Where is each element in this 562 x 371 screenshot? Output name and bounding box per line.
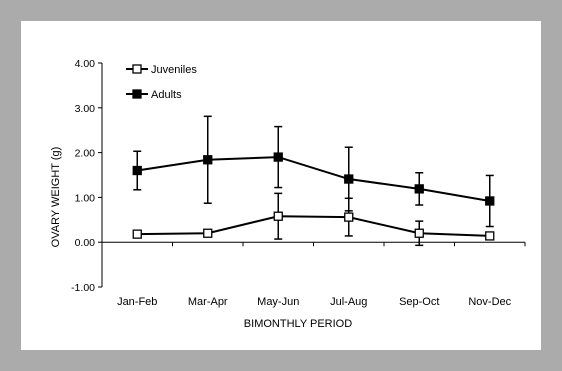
legend-marker xyxy=(132,89,142,99)
series-adults xyxy=(132,115,495,228)
series-line xyxy=(137,215,490,237)
data-point xyxy=(344,212,354,222)
y-tick-label: 2.00 xyxy=(75,148,96,160)
y-ticks: -1.00 0.00 1.00 2.00 3.00 4.00 xyxy=(71,58,102,294)
x-ticks: Jan-Feb Mar-Apr May-Jun Jul-Aug Sep-Oct Nov-D… xyxy=(101,242,526,308)
legend-label: Adults xyxy=(151,89,182,101)
x-tick-label: Sep-Oct xyxy=(399,296,439,308)
data-point xyxy=(273,152,283,162)
x-tick-label: Mar-Apr xyxy=(188,296,228,308)
x-tick-label: Jul-Aug xyxy=(330,296,367,308)
data-point xyxy=(485,196,495,206)
series-juveniles xyxy=(132,192,495,247)
series-line xyxy=(137,156,490,202)
data-point xyxy=(344,174,354,184)
x-tick-label: Jan-Feb xyxy=(117,296,157,308)
legend-item: Juveniles xyxy=(126,64,197,76)
series-layer xyxy=(132,115,495,247)
data-point xyxy=(132,165,142,176)
line-chart: -1.00 0.00 1.00 2.00 3.00 4.00 Jan-Feb Mar-Apr… xyxy=(50,58,526,330)
y-tick-label: 3.00 xyxy=(75,103,96,115)
legend: Juveniles Adults xyxy=(126,64,197,101)
chart-panel: -1.00 0.00 1.00 2.00 3.00 4.00 Jan-Feb Mar-Apr… xyxy=(21,21,541,350)
y-tick-label: -1.00 xyxy=(71,282,95,294)
x-axis-label: BIMONTHLY PERIOD xyxy=(244,318,352,330)
x-tick-label: May-Jun xyxy=(257,296,299,308)
y-axis-label: OVARY WEIGHT (g) xyxy=(50,147,62,248)
data-point xyxy=(485,231,495,241)
data-point xyxy=(414,184,424,194)
y-tick-label: 4.00 xyxy=(75,58,96,70)
data-point xyxy=(414,228,424,238)
data-point xyxy=(203,155,213,165)
legend-label: Juveniles xyxy=(151,64,197,76)
data-point xyxy=(132,229,142,239)
x-tick-label: Nov-Dec xyxy=(468,296,511,308)
y-tick-label: 0.00 xyxy=(75,237,96,249)
y-tick-label: 1.00 xyxy=(75,192,96,204)
legend-item: Adults xyxy=(126,89,182,101)
legend-marker xyxy=(132,64,142,74)
data-point xyxy=(203,228,213,238)
data-point xyxy=(273,211,283,221)
